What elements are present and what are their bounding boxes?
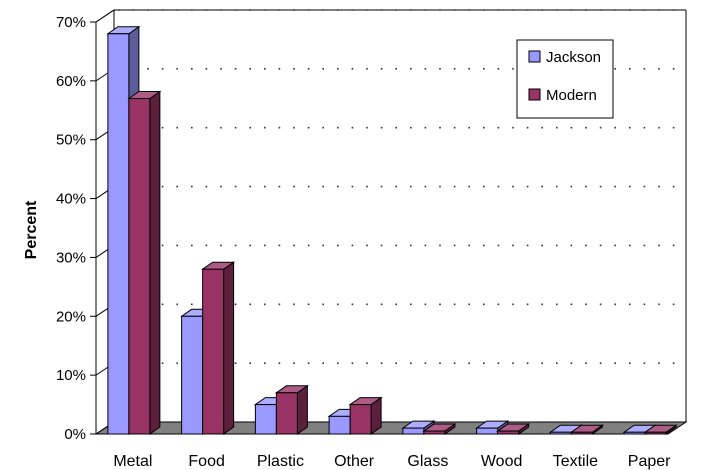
y-axis-ticks: 0% 10% 20% 30% 40% 50% 60% 70% xyxy=(56,9,115,443)
plot-area-frame xyxy=(94,9,688,435)
x-tick-label: Food xyxy=(188,453,224,470)
x-tick-label: Paper xyxy=(628,453,671,470)
y-tick-label: 20% xyxy=(56,308,86,325)
x-tick-label: Other xyxy=(334,453,375,470)
bars xyxy=(106,25,678,435)
legend-label: Jackson xyxy=(546,49,601,66)
legend-swatch xyxy=(528,88,541,101)
y-axis-label: Percent xyxy=(23,200,40,259)
legend-box xyxy=(516,39,614,119)
y-tick-label: 40% xyxy=(56,191,86,208)
x-axis-categories: Metal Food Plastic Other Glass Wood Textile Pap… xyxy=(113,453,671,470)
legend-label: Modern xyxy=(546,87,597,104)
y-tick-label: 50% xyxy=(56,132,86,149)
y-tick-label: 0% xyxy=(64,426,86,443)
legend-swatch xyxy=(528,50,541,63)
x-tick-label: Metal xyxy=(113,453,152,470)
bar-modern-wood xyxy=(496,423,531,435)
x-tick-label: Glass xyxy=(407,453,448,470)
x-tick-label: Wood xyxy=(481,453,523,470)
bar-modern-textile xyxy=(569,424,604,435)
y-tick-label: 10% xyxy=(56,367,86,384)
bar-modern-glass xyxy=(422,423,457,435)
bar-modern-paper xyxy=(643,424,678,435)
x-tick-label: Plastic xyxy=(257,453,304,470)
x-tick-label: Textile xyxy=(553,453,598,470)
bar-modern-food xyxy=(201,261,236,435)
y-tick-label: 70% xyxy=(56,14,86,31)
y-tick-label: 60% xyxy=(56,73,86,90)
y-tick-label: 30% xyxy=(56,249,86,266)
y-tick-depth xyxy=(95,9,115,23)
bar-modern-plastic xyxy=(274,384,309,435)
legend: Jackson Modern xyxy=(516,39,614,119)
bar-modern-metal xyxy=(127,90,162,435)
bar-modern-other xyxy=(348,396,383,435)
